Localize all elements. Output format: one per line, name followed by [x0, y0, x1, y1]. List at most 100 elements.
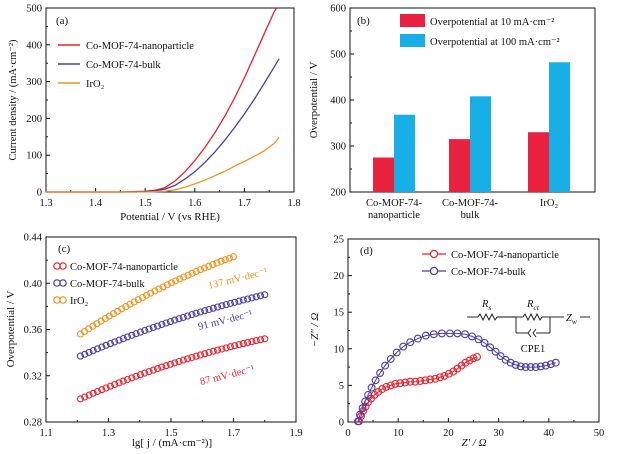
tafel-point-iro2: [155, 285, 163, 293]
tafel-point-nanoparticle: [205, 348, 213, 357]
panel-a-ylabel: Current density / (mA·cm⁻²): [8, 39, 19, 160]
tafel-point-iro2: [176, 275, 184, 283]
polarization-curve-bulk: [46, 58, 280, 193]
nyquist-point-bulk: [367, 383, 376, 392]
tafel-point-bulk: [149, 323, 157, 332]
tafel-point-bulk: [128, 331, 136, 339]
panel-a-x-tick-label: 1.5: [139, 198, 152, 209]
nyquist-point-nanoparticle: [378, 385, 387, 394]
tafel-point-bulk: [102, 341, 110, 349]
panel-a-y-tick-label: 0: [37, 188, 42, 199]
panel-a-y-tick-label: 300: [26, 77, 42, 88]
panel-d-y-tick-label: 15: [334, 308, 345, 319]
tafel-point-nanoparticle: [214, 346, 222, 354]
panel-d-x-tick-label: 20: [443, 428, 454, 439]
panel-d-label: (d): [360, 245, 373, 257]
panel-d-y-tick-label: 20: [334, 271, 345, 282]
panel-a-legend: Co-MOF-74-nanoparticle Co-MOF-74-bulk Ir…: [58, 41, 194, 90]
panel-d-points: [354, 329, 560, 426]
circuit-label-zw: Zw: [566, 313, 577, 326]
legend-marker-nanoparticle: [429, 249, 439, 259]
panel-d-x-tick-label: 10: [393, 428, 404, 439]
nyquist-point-bulk: [358, 404, 367, 413]
tafel-point-nanoparticle: [248, 338, 256, 346]
polarization-curve-nanoparticle: [46, 7, 278, 193]
panel-a-y-tick-label: 400: [26, 40, 42, 51]
panel-c-label: (c): [58, 243, 71, 255]
nyquist-point-bulk: [386, 355, 395, 363]
tafel-point-bulk: [119, 335, 127, 343]
tafel-point-bulk: [188, 311, 196, 319]
panel-d-x-tick-label: 30: [493, 428, 504, 439]
panel-a: (a) 1.3 1.4 1.5 1.6 1.7 1.8 0 100 200 300 400 500 C…: [8, 4, 301, 224]
panel-a-lines: [46, 7, 280, 193]
bar-100-2: [549, 62, 570, 192]
tafel-point-iro2: [213, 259, 221, 267]
tafel-point-nanoparticle: [239, 340, 247, 348]
nyquist-point-bulk: [496, 352, 505, 361]
panel-c-ticks: 1.1 1.3 1.5 1.7 1.9 0.28 0.32 0.36 0.40 0.44: [24, 233, 303, 440]
panel-d-y-tick-label: 5: [339, 381, 344, 392]
panel-a-x-tick-label: 1.3: [39, 198, 52, 209]
tafel-point-bulk: [89, 347, 97, 355]
panel-c-y-tick-label: 0.40: [24, 279, 42, 290]
tafel-point-nanoparticle: [102, 384, 110, 392]
legend-label-nanoparticle: Co-MOF-74-nanoparticle: [451, 250, 559, 261]
tafel-point-nanoparticle: [252, 337, 260, 345]
cpe-symbol: [527, 328, 532, 338]
tafel-point-bulk: [171, 316, 179, 324]
legend-label-nanoparticle: Co-MOF-74-nanoparticle: [86, 41, 194, 52]
nyquist-point-bulk: [521, 363, 530, 372]
panel-a-xlabel: Potential / V (vs RHE): [120, 211, 220, 223]
nyquist-point-nanoparticle: [416, 377, 425, 385]
panel-c-x-tick-label: 1.7: [227, 428, 240, 439]
panel-d-x-tick-label: 50: [594, 428, 605, 439]
tafel-point-iro2: [188, 269, 196, 277]
polarization-curve-iro2: [46, 137, 280, 193]
tafel-point-iro2: [143, 291, 151, 299]
tafel-point-bulk: [239, 296, 247, 304]
nyquist-point-nanoparticle: [473, 352, 481, 361]
tafel-point-nanoparticle: [209, 347, 217, 355]
tafel-point-iro2: [138, 293, 147, 302]
tafel-point-iro2: [180, 273, 188, 281]
nyquist-point-nanoparticle: [426, 375, 435, 384]
tafel-point-bulk: [136, 328, 144, 336]
panel-d: (d) 0 10 20 30 40 50 0 5 10 15 20 25 Co-MOF-74-nano…: [309, 235, 604, 450]
nyquist-point-nanoparticle: [401, 378, 410, 387]
panel-b-category-label: nanoparticle: [368, 210, 420, 221]
circuit-label-rct: Rct: [526, 299, 540, 312]
panel-b-y-tick-label: 300: [330, 142, 346, 153]
legend-label-iro2: IrO₂: [70, 296, 89, 307]
nyquist-point-nanoparticle: [461, 358, 470, 367]
panel-a-x-tick-label: 1.7: [238, 198, 251, 209]
panel-c-xlabel: lg[ j / (mA·cm⁻²)]: [132, 437, 212, 449]
tafel-point-nanoparticle: [158, 363, 166, 371]
nyquist-point-bulk: [421, 331, 430, 340]
tafel-point-iro2: [134, 296, 142, 304]
bar-10-0: [373, 157, 394, 192]
nyquist-point-bulk: [491, 347, 500, 356]
tafel-point-nanoparticle: [222, 344, 230, 352]
tafel-point-nanoparticle: [136, 371, 144, 379]
nyquist-point-nanoparticle: [411, 377, 420, 386]
tafel-point-nanoparticle: [81, 393, 89, 401]
nyquist-point-nanoparticle: [440, 371, 449, 380]
panel-d-x-tick-label: 40: [544, 428, 555, 439]
tafel-point-bulk: [81, 350, 89, 358]
tafel-point-nanoparticle: [244, 339, 252, 347]
panel-b-y-tick-label: 600: [330, 4, 346, 15]
tafel-point-bulk: [184, 312, 192, 320]
tafel-point-bulk: [214, 303, 222, 311]
tafel-point-nanoparticle: [98, 386, 106, 394]
circuit-label-rs: Rs: [481, 299, 491, 312]
tafel-point-bulk: [132, 330, 140, 338]
panel-c-y-tick-label: 0.36: [24, 325, 42, 336]
panel-c-points: [76, 253, 269, 403]
nyquist-point-bulk: [376, 369, 385, 377]
tafel-point-nanoparticle: [128, 374, 136, 382]
panel-a-x-tick-label: 1.4: [89, 198, 103, 209]
tafel-point-bulk: [205, 305, 213, 314]
panel-b-category-label: Co-MOF-74-: [366, 198, 423, 209]
